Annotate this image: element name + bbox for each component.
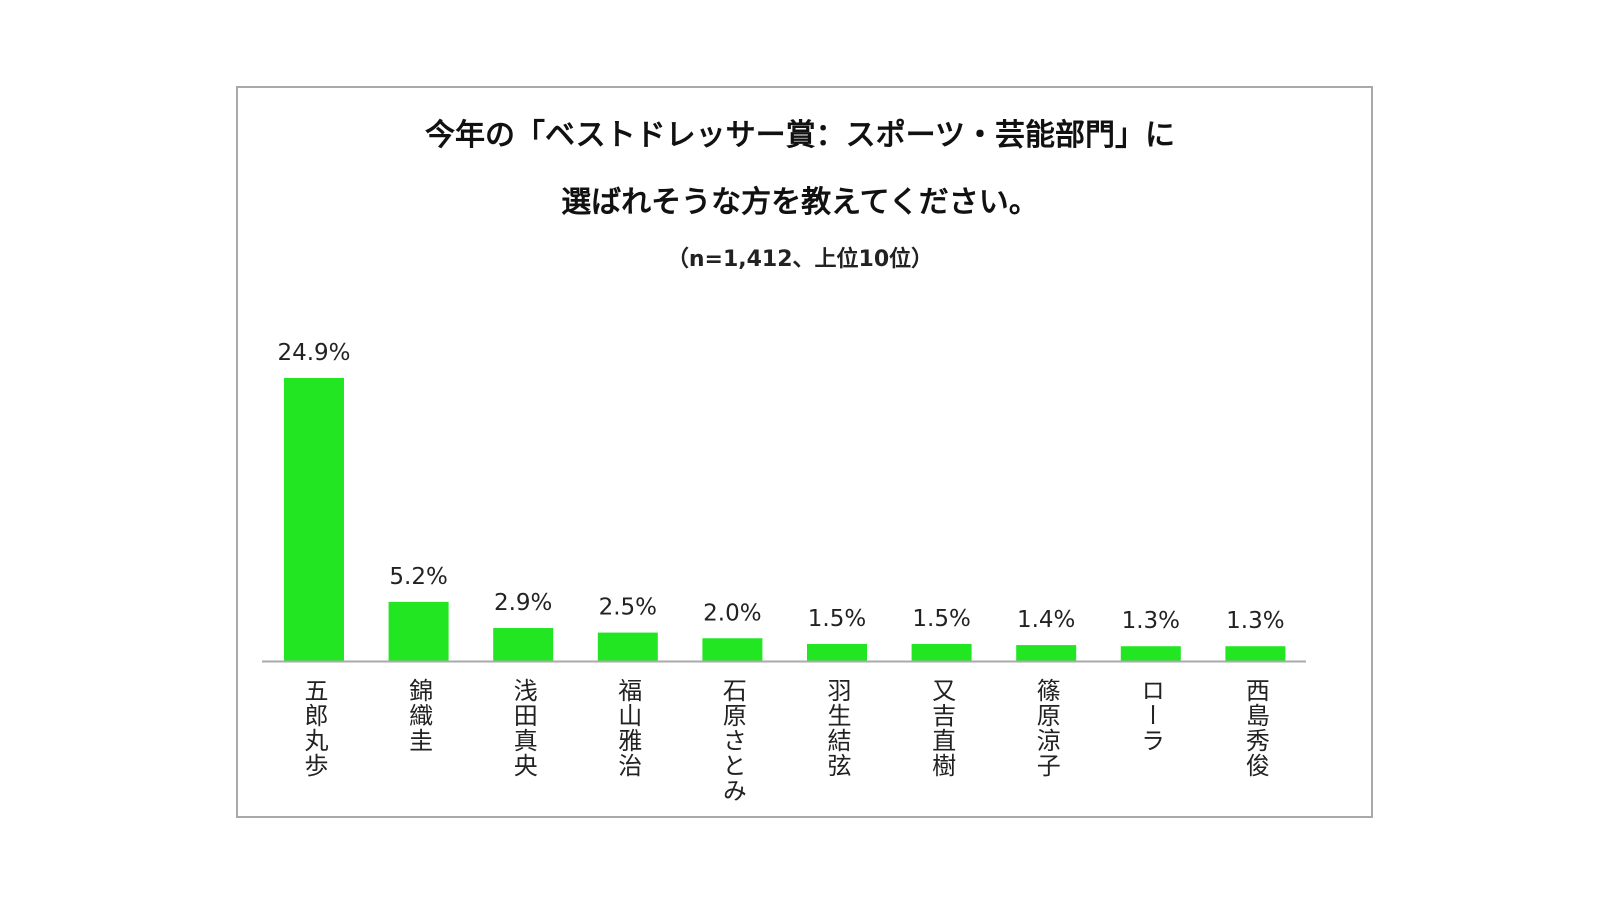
value-label-5: 2.0% [703, 600, 761, 626]
value-label-8: 1.4% [1017, 607, 1075, 633]
value-label-1: 24.9% [277, 340, 350, 366]
bar-3 [493, 628, 554, 661]
chart-subtitle: （n=1,412、上位10位） [666, 247, 934, 272]
category-labels-layer: 五郎丸歩 錦織圭 浅田真央 福山雅治 石原さとみ 羽生結弦 又吉直樹 篠原涼子 ローラ 西島秀俊 [300, 678, 1269, 803]
bar-9 [1120, 646, 1181, 661]
bar-2 [388, 601, 449, 661]
value-label-6: 1.5% [808, 606, 866, 632]
category-label-6: 羽生結弦 [823, 678, 851, 778]
category-label-1: 五郎丸歩 [300, 678, 328, 778]
category-label-7: 又吉直樹 [928, 678, 956, 778]
value-label-7: 1.5% [912, 606, 970, 632]
category-label-3: 浅田真央 [509, 678, 537, 778]
category-label-5: 石原さとみ [718, 678, 746, 803]
value-label-9: 1.3% [1122, 608, 1180, 634]
value-label-3: 2.9% [494, 590, 552, 616]
value-labels-layer: 24.9% 5.2% 2.9% 2.5% 2.0% 1.5% 1.5% 1.4% 1.3% 1.3… [277, 340, 1284, 634]
bars-layer [284, 378, 1286, 661]
chart-frame [236, 86, 1373, 818]
bar-5 [702, 638, 763, 661]
category-label-2: 錦織圭 [405, 678, 433, 753]
chart-title-line-1: 今年の「ベストドレッサー賞：スポーツ・芸能部門」に [425, 118, 1175, 153]
category-label-9: ローラ [1137, 678, 1165, 753]
chart-title-line-2: 選ばれそうな方を教えてください。 [561, 185, 1039, 220]
bar-6 [807, 643, 867, 661]
bar-1 [284, 378, 344, 661]
category-label-8: 篠原涼子 [1032, 678, 1060, 778]
bar-7 [911, 643, 972, 661]
category-label-10: 西島秀俊 [1241, 678, 1269, 778]
bar-8 [1016, 645, 1077, 661]
value-label-2: 5.2% [389, 564, 447, 590]
value-label-10: 1.3% [1226, 608, 1284, 634]
bar-10 [1225, 646, 1286, 661]
category-label-4: 福山雅治 [614, 678, 642, 778]
value-label-4: 2.5% [599, 595, 657, 621]
bar-4 [597, 632, 658, 661]
